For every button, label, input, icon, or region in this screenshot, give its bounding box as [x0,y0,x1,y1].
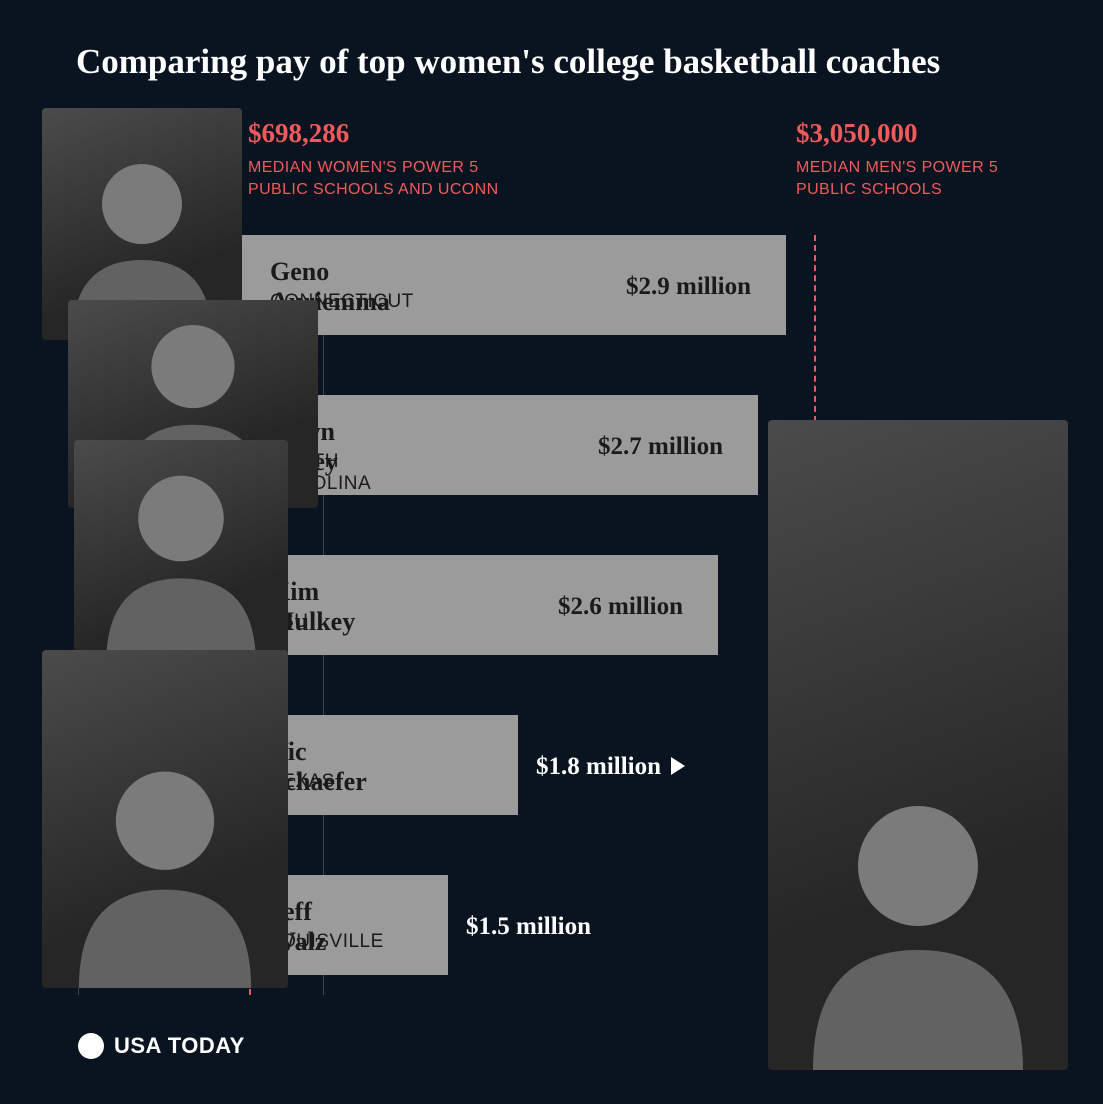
coach-pay: $2.7 million [598,433,723,461]
play-icon [671,757,685,775]
chart-title: Comparing pay of top women's college bas… [76,42,940,82]
usa-today-dot-icon [78,1033,104,1059]
median-men-label-1: MEDIAN MEN'S POWER 5 [796,157,998,179]
coach-pay: $1.5 million [466,913,591,941]
coach-pay: $1.8 million [536,753,685,781]
median-men-value: $3,050,000 [796,118,998,149]
mens-coach-photo [768,420,1068,1070]
median-women: $698,286 MEDIAN WOMEN'S POWER 5 PUBLIC S… [248,118,499,202]
coach-photo-2 [74,440,288,664]
median-women-label-1: MEDIAN WOMEN'S POWER 5 [248,157,499,179]
median-women-label-2: PUBLIC SCHOOLS AND UCONN [248,179,499,201]
median-men: $3,050,000 MEDIAN MEN'S POWER 5 PUBLIC S… [796,118,998,202]
median-men-label-2: PUBLIC SCHOOLS [796,179,998,201]
source-logo: USA TODAY [78,1033,245,1059]
median-women-value: $698,286 [248,118,499,149]
coach-pay: $2.6 million [558,593,683,621]
coach-pay: $2.9 million [626,273,751,301]
coach-photo-3 [42,650,288,988]
source-text: USA TODAY [114,1033,245,1059]
